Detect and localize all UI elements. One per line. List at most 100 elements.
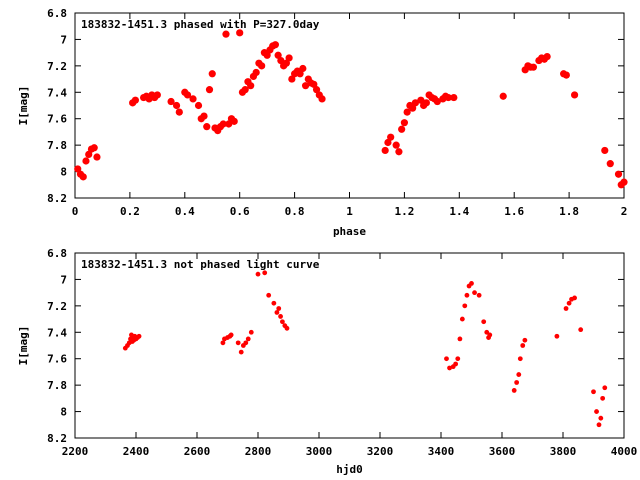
- data-point: [277, 56, 285, 65]
- x-tick-label: 1.8: [559, 205, 579, 218]
- x-tick-label: 3600: [489, 445, 516, 458]
- data-point: [563, 306, 569, 311]
- data-point: [598, 415, 604, 421]
- data-point: [594, 409, 599, 414]
- y-tick-label: 8.2: [47, 432, 67, 445]
- data-point: [282, 59, 290, 67]
- x-tick-label: 0.4: [175, 205, 195, 218]
- data-point: [409, 104, 417, 112]
- data-point: [183, 91, 192, 99]
- data-point: [222, 30, 230, 38]
- y-tick-label: 6.8: [47, 247, 67, 260]
- data-point: [398, 125, 406, 133]
- data-point: [228, 332, 234, 338]
- phased-light-curve-panel: 6.8 7 7.2 7.4 7.6 7.8 8 8.2 0 0.2 0.4 0.6 0.8 1 1.2 1.…: [17, 7, 628, 238]
- data-point: [543, 53, 551, 61]
- data-point: [263, 51, 271, 59]
- data-point: [417, 96, 425, 104]
- data-point: [381, 146, 389, 155]
- data-point: [450, 93, 458, 102]
- x-tick-label: 0: [72, 205, 79, 218]
- x-tick-label: 2200: [62, 445, 89, 458]
- data-point: [562, 71, 570, 79]
- data-point: [312, 86, 321, 94]
- data-point: [200, 112, 208, 120]
- data-point: [255, 271, 261, 277]
- data-point: [245, 336, 251, 342]
- data-point: [591, 389, 596, 395]
- data-point: [476, 292, 482, 298]
- data-point: [131, 96, 139, 104]
- unphased-light-curve-panel: 6.8 7 7.2 7.4 7.6 7.8 8 8.2 2200 2400 2600 2800 300…: [17, 247, 637, 476]
- data-point: [153, 91, 161, 99]
- x-tick-label: 3400: [428, 445, 455, 458]
- data-point: [453, 361, 459, 367]
- data-point: [529, 63, 538, 71]
- data-point: [194, 101, 203, 110]
- y-tick-label: 8.2: [47, 192, 67, 205]
- data-point: [447, 365, 452, 371]
- data-point: [444, 356, 449, 362]
- x-axis-title: phase: [333, 225, 366, 238]
- data-point: [481, 319, 487, 325]
- y-tick-label: 7.8: [47, 139, 67, 152]
- data-point: [74, 165, 82, 173]
- y-tick-label: 6.8: [47, 7, 67, 20]
- x-tick-label: 4000: [611, 445, 638, 458]
- x-tick-label: 2400: [123, 445, 150, 458]
- data-point: [236, 29, 244, 37]
- data-point: [517, 356, 523, 362]
- data-point: [462, 303, 468, 309]
- data-points: [122, 270, 608, 428]
- data-point: [455, 356, 461, 362]
- y-tick-label: 7.8: [47, 379, 67, 392]
- x-axis-ticks: 0 0.2 0.4 0.6 0.8 1 1.2 1.4 1.6 1.8 2: [72, 13, 628, 218]
- data-point: [189, 95, 197, 103]
- data-point: [220, 340, 226, 346]
- data-point: [301, 82, 310, 90]
- x-tick-label: 1.4: [449, 205, 469, 218]
- x-tick-label: 2: [621, 205, 628, 218]
- data-point: [85, 150, 93, 158]
- data-point: [606, 160, 614, 168]
- data-point: [602, 385, 608, 391]
- data-point: [266, 292, 272, 298]
- y-tick-label: 8: [60, 166, 67, 179]
- data-point: [274, 310, 280, 315]
- data-point: [262, 270, 268, 276]
- data-point: [520, 343, 526, 348]
- data-point: [395, 148, 403, 156]
- data-point: [403, 108, 411, 116]
- data-point: [285, 54, 293, 62]
- x-tick-label: 2600: [184, 445, 211, 458]
- data-point: [499, 92, 507, 100]
- data-point: [90, 144, 98, 152]
- data-point: [205, 86, 214, 94]
- x-tick-label: 1: [346, 205, 353, 218]
- data-point: [172, 101, 181, 110]
- data-point: [400, 119, 408, 127]
- data-point: [310, 80, 318, 88]
- data-point: [411, 99, 419, 107]
- data-point: [203, 123, 211, 131]
- y-axis-ticks: 6.8 7 7.2 7.4 7.6 7.8 8 8.2: [47, 247, 624, 445]
- data-point: [566, 300, 572, 306]
- y-tick-label: 7.6: [47, 113, 67, 126]
- data-point: [225, 120, 233, 128]
- y-tick-label: 7.6: [47, 353, 67, 366]
- data-point: [422, 99, 430, 107]
- data-point: [136, 333, 142, 339]
- data-point: [514, 380, 520, 385]
- data-point: [296, 70, 304, 78]
- data-point: [274, 51, 282, 59]
- y-tick-label: 7: [60, 33, 67, 46]
- data-point: [570, 91, 579, 99]
- data-point: [235, 340, 241, 346]
- data-point: [457, 336, 463, 342]
- data-point: [248, 329, 254, 335]
- y-tick-label: 7.4: [47, 326, 67, 339]
- y-tick-label: 8: [60, 406, 67, 419]
- y-tick-label: 7.2: [47, 60, 67, 73]
- data-point: [208, 70, 216, 78]
- x-tick-label: 1.6: [504, 205, 524, 218]
